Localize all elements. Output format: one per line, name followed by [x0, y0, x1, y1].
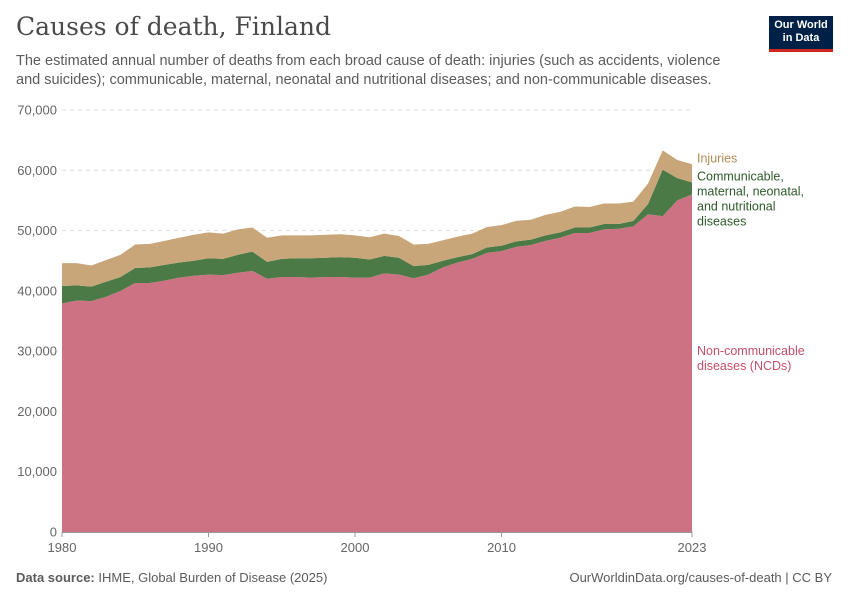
series-label-communicable: Communicable, maternal, neonatal, and nutr… [697, 169, 804, 228]
series-label-line: Communicable, [697, 169, 784, 183]
series-label-line: Non-communicable [697, 344, 805, 358]
x-tick-label: 1990 [194, 540, 223, 555]
area-series [62, 150, 692, 532]
area-injuries[interactable] [62, 150, 692, 287]
source-link[interactable]: OurWorldinData.org/causes-of-death | CC … [569, 570, 832, 585]
data-source-label: Data source: [16, 570, 95, 585]
chart-title: Causes of death, Finland [16, 12, 331, 41]
series-labels: Non-communicable diseases (NCDs) Communica… [697, 151, 805, 373]
y-tick-label: 0 [50, 525, 57, 540]
data-source-text: IHME, Global Burden of Disease (2025) [98, 570, 328, 585]
x-tick-label: 1980 [48, 540, 77, 555]
series-label-line: Injuries [697, 151, 737, 165]
data-source: Data source: IHME, Global Burden of Dise… [16, 570, 327, 585]
series-label-ncd: Non-communicable diseases (NCDs) [697, 344, 805, 373]
series-label-line: and nutritional [697, 199, 776, 213]
owid-logo[interactable]: Our World in Data [769, 16, 833, 52]
y-tick-label: 50,000 [17, 223, 57, 238]
series-label-injuries: Injuries [697, 151, 737, 165]
series-label-line: diseases (NCDs) [697, 359, 791, 373]
y-tick-label: 70,000 [17, 103, 57, 118]
y-tick-label: 40,000 [17, 283, 57, 298]
y-tick-label: 20,000 [17, 404, 57, 419]
series-label-line: diseases [697, 214, 746, 228]
y-tick-label: 30,000 [17, 344, 57, 359]
logo-line-1: Our World [774, 19, 828, 31]
axes: 0 10,000 20,000 30,000 40,000 50,000 60,000 70,… [17, 103, 706, 556]
logo-line-2: in Data [782, 32, 820, 44]
x-tick-label: 2000 [341, 540, 370, 555]
area-communicable[interactable] [62, 169, 692, 304]
x-tick-label: 2010 [487, 540, 516, 555]
area-ncd[interactable] [62, 194, 692, 532]
chart-subtitle: The estimated annual number of deaths fr… [16, 53, 721, 88]
y-tick-label: 60,000 [17, 163, 57, 178]
y-tick-label: 10,000 [17, 464, 57, 479]
x-tick-label: 2023 [678, 540, 707, 555]
series-label-line: maternal, neonatal, [697, 184, 804, 198]
